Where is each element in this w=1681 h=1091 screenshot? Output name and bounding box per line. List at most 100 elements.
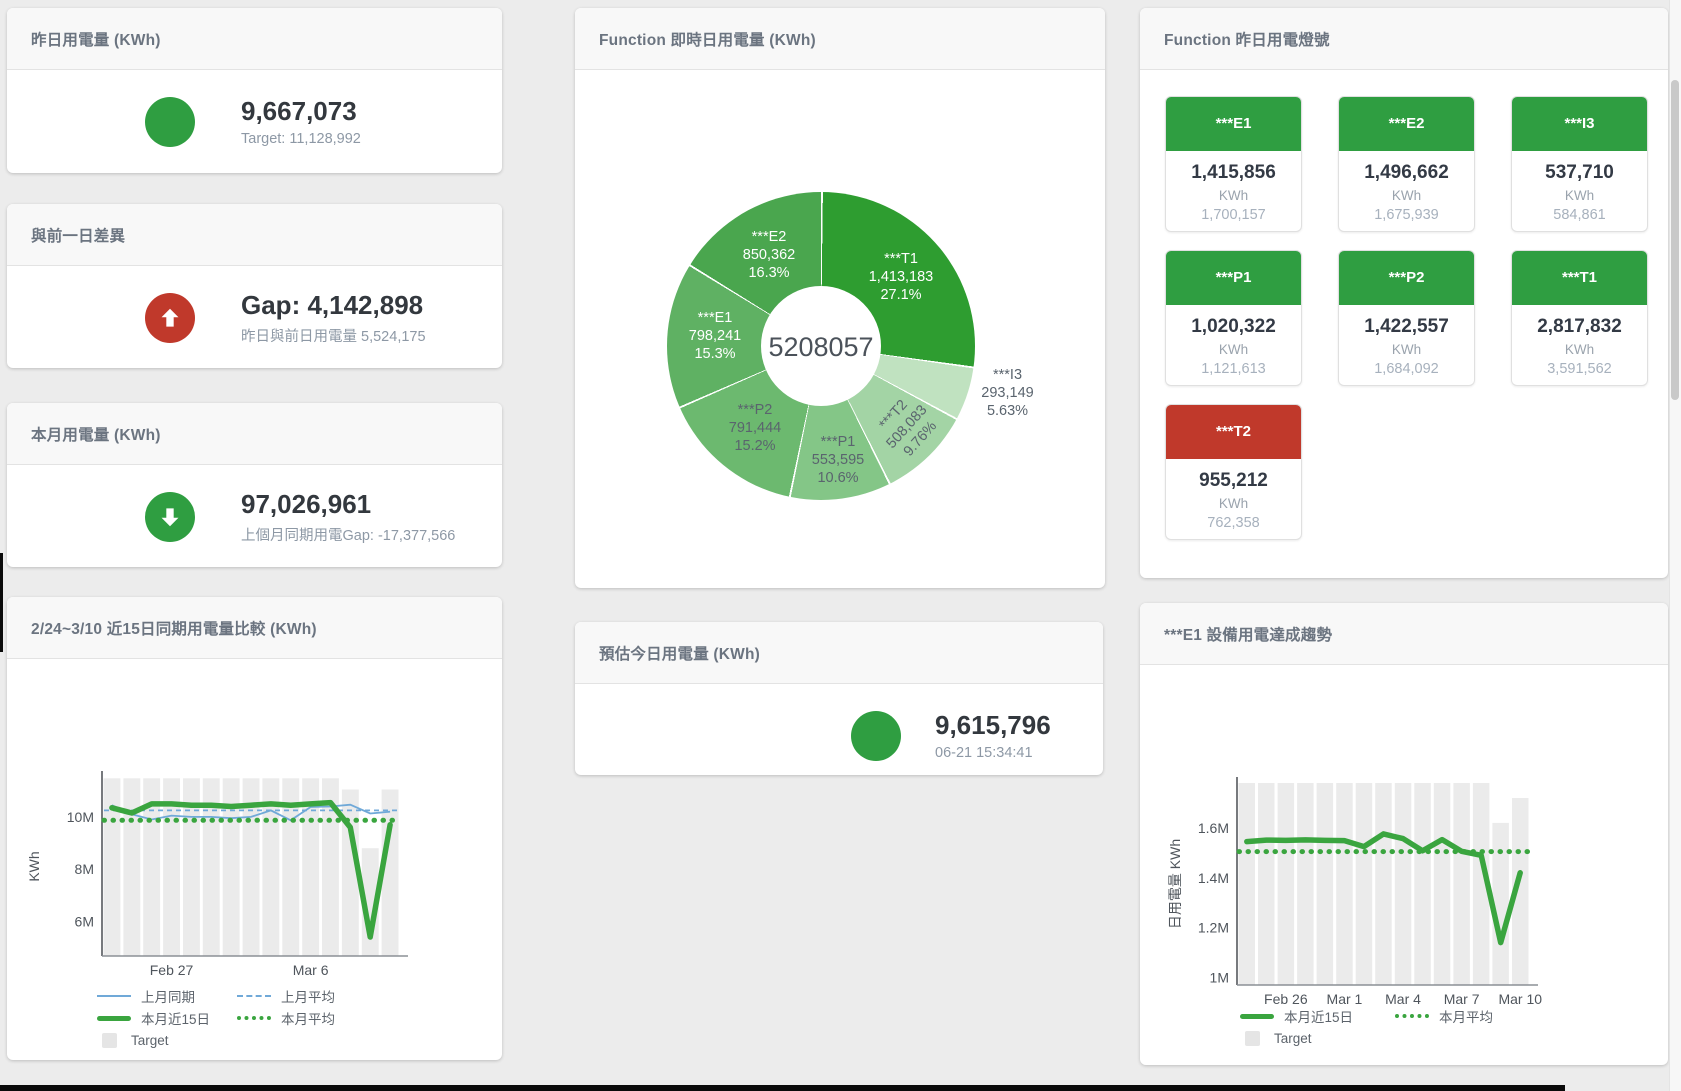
card-header: 2/24~3/10 近15日同期用電量比較 (KWh) [7,597,502,659]
light-tile-e2: ***E2 1,496,662 KWh 1,675,939 [1338,96,1475,232]
svg-text:Mar 1: Mar 1 [1327,991,1363,1007]
legend-item[interactable]: 本月平均 [1395,1005,1550,1027]
svg-text:Feb 27: Feb 27 [150,962,194,978]
svg-text:Feb 26: Feb 26 [1264,991,1308,1007]
card-header: Function 昨日用電燈號 [1140,8,1668,70]
legend-swatch-blue-solid [97,995,131,997]
svg-text:8M: 8M [75,861,94,877]
donut-chart[interactable]: 5208057 ***T1 1,413,183 27.1% ***I3 293,… [575,70,1105,586]
card-yesterday-usage: 昨日用電量 (KWh) 9,667,073 Target: 11,128,992 [7,8,502,173]
tile-header: ***I3 [1512,97,1647,151]
legend-label: 本月平均 [1439,1010,1493,1025]
tile-value: 1,422,557 [1364,316,1449,337]
arrow-down-icon [145,491,195,542]
arrow-up-icon [145,292,195,343]
comparison-line-chart[interactable]: 6M 8M 10M Feb 27 Mar 6 KWh [7,765,502,983]
tile-header: ***T2 [1166,405,1301,459]
card-header: 與前一日差異 [7,204,502,266]
stat-value: Gap: 4,142,898 [241,289,424,320]
legend-swatch-green-thick [1240,1013,1274,1019]
stat-block: 97,026,961 上個月同期用電Gap: -17,377,566 [241,489,455,545]
donut-label-e2: ***E2 850,362 16.3% [709,228,829,282]
card-today-estimate: 預估今日用電量 (KWh) 9,615,796 06-21 15:34:41 [575,622,1103,775]
window-bottom-edge [0,1085,1565,1091]
svg-text:日用電量 KWh: 日用電量 KWh [1167,839,1183,929]
scrollbar-thumb[interactable] [1671,80,1679,400]
lights-grid: ***E1 1,415,856 KWh 1,700,157 ***E2 1,49… [1140,70,1668,540]
segment-pct: 15.2% [734,438,776,454]
tile-header: ***P2 [1339,251,1474,305]
legend-item[interactable]: Target [97,1029,237,1051]
card-body: 9,667,073 Target: 11,128,992 [7,70,502,173]
legend-item[interactable]: Target [1240,1027,1395,1049]
donut-hole [761,286,881,406]
tile-header: ***E2 [1339,97,1474,151]
tile-value: 1,020,322 [1191,316,1276,337]
legend-item[interactable]: 本月平均 [237,1007,377,1029]
stat-timestamp: 06-21 15:34:41 [935,745,1033,761]
segment-value: 798,241 [688,328,742,344]
tile-unit: KWh [1391,342,1422,357]
legend-swatch-green-dotted [1395,1014,1429,1018]
card-title: 2/24~3/10 近15日同期用電量比較 (KWh) [31,620,317,638]
card-yesterday-lights: Function 昨日用電燈號 ***E1 1,415,856 KWh 1,70… [1140,8,1668,578]
svg-text:1.2M: 1.2M [1198,920,1229,936]
tile-target: 1,684,092 [1374,361,1439,377]
card-e1-trend-chart: ***E1 設備用電達成趨勢 1M 1.2M 1.4M 1.6M Feb 26 Mar 1… [1140,603,1668,1065]
tile-target: 1,700,157 [1201,207,1266,223]
segment-name: ***I3 [992,367,1023,383]
svg-text:Mar 10: Mar 10 [1498,991,1542,1007]
legend-label: 本月平均 [281,1012,335,1027]
tile-value: 2,817,832 [1537,316,1622,337]
tile-unit: KWh [1391,188,1422,203]
legend-label: 本月近15日 [141,1012,211,1027]
legend-item[interactable]: 本月近15日 [1240,1005,1395,1027]
legend-swatch-blue-dashed [237,995,271,997]
chart-legend: 本月近15日 本月平均 Target [1240,1005,1570,1049]
legend-label: 本月近15日 [1284,1010,1354,1025]
svg-text:6M: 6M [75,913,94,929]
card-header: 預估今日用電量 (KWh) [575,622,1103,684]
stat-subtitle: Target: 11,128,992 [241,131,361,147]
card-title: 昨日用電量 (KWh) [31,31,161,49]
legend-swatch-bars [102,1032,117,1048]
tile-target: 3,591,562 [1547,361,1612,377]
stat-subtitle: 昨日與前日用電量 5,524,175 [241,328,426,345]
donut-label-p1: ***P1 553,595 10.6% [778,433,898,487]
tile-header: ***P1 [1166,251,1301,305]
card-body: 97,026,961 上個月同期用電Gap: -17,377,566 [7,465,502,568]
donut-label-p2: ***P2 791,444 15.2% [695,401,815,455]
card-header: Function 即時日用電量 (KWh) [575,8,1105,70]
card-realtime-donut: Function 即時日用電量 (KWh) 5208057 ***T1 1,41… [575,8,1105,588]
tile-target: 762,358 [1207,515,1260,531]
legend-item[interactable]: 上月平均 [237,985,377,1007]
segment-pct: 5.63% [986,403,1029,419]
legend-item[interactable]: 本月近15日 [97,1007,237,1029]
segment-name: ***T1 [884,251,918,267]
svg-text:Mar 4: Mar 4 [1385,991,1421,1007]
card-title: Function 即時日用電量 (KWh) [599,31,816,49]
legend-swatch-bars [1245,1030,1260,1046]
segment-value: 850,362 [742,247,796,263]
card-title: 本月用電量 (KWh) [31,426,161,444]
segment-pct: 10.6% [817,470,859,486]
stat-value: 9,667,073 [241,96,357,126]
segment-pct: 27.1% [880,287,922,303]
segment-value: 1,413,183 [868,269,934,285]
segment-value: 293,149 [981,385,1034,401]
light-tile-p2: ***P2 1,422,557 KWh 1,684,092 [1338,250,1475,386]
legend-item[interactable]: 上月同期 [97,985,237,1007]
chart-legend: 上月同期 上月平均本月近15日 本月平均 Target [97,985,397,1051]
tile-value: 1,496,662 [1364,162,1449,183]
donut-label-i3: ***I3 293,149 5.63% [960,366,1055,420]
donut-label-t1: ***T1 1,413,183 27.1% [841,250,961,304]
card-header: 昨日用電量 (KWh) [7,8,502,70]
stat-block: 9,615,796 06-21 15:34:41 [935,710,1051,761]
e1-trend-line-chart[interactable]: 1M 1.2M 1.4M 1.6M Feb 26 Mar 1 Mar 4 Mar 7 Mar 1… [1140,763,1668,1013]
tile-header: ***E1 [1166,97,1301,151]
card-title: 預估今日用電量 (KWh) [599,645,761,663]
status-circle-icon [145,96,195,147]
stat-block: 9,667,073 Target: 11,128,992 [241,96,361,147]
svg-text:Mar 6: Mar 6 [293,962,329,978]
